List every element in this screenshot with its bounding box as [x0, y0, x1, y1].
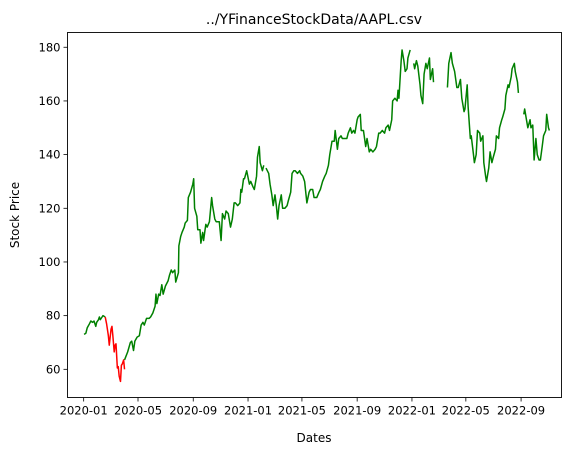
y-tick-label: 120 — [39, 201, 61, 215]
x-tick-label: 2022-01 — [388, 404, 436, 418]
x-tick-label: 2020-09 — [169, 404, 217, 418]
x-tick-label: 2020-01 — [60, 404, 108, 418]
x-tick-label: 2020-05 — [114, 404, 162, 418]
x-tick-label: 2021-05 — [278, 404, 326, 418]
y-tick-label: 80 — [46, 309, 61, 323]
y-axis-ticks: 60 80 100 120 140 160 180 — [39, 40, 68, 376]
chart-title: ../YFinanceStockData/AAPL.csv — [206, 12, 422, 28]
plot-area — [68, 33, 562, 398]
y-tick-label: 160 — [39, 94, 61, 108]
y-tick-label: 100 — [39, 255, 61, 269]
y-tick-label: 140 — [39, 148, 61, 162]
x-tick-label: 2021-09 — [333, 404, 381, 418]
x-tick-label: 2022-09 — [497, 404, 545, 418]
x-axis-ticks: 2020-01 2020-05 2020-09 2021-01 2021-05 2021-… — [60, 398, 545, 418]
x-axis-label: Dates — [297, 431, 332, 445]
x-tick-label: 2021-01 — [224, 404, 272, 418]
y-tick-label: 180 — [39, 40, 61, 54]
y-axis-label: Stock Price — [8, 182, 22, 248]
x-tick-label: 2022-05 — [442, 404, 490, 418]
y-tick-label: 60 — [46, 362, 61, 376]
